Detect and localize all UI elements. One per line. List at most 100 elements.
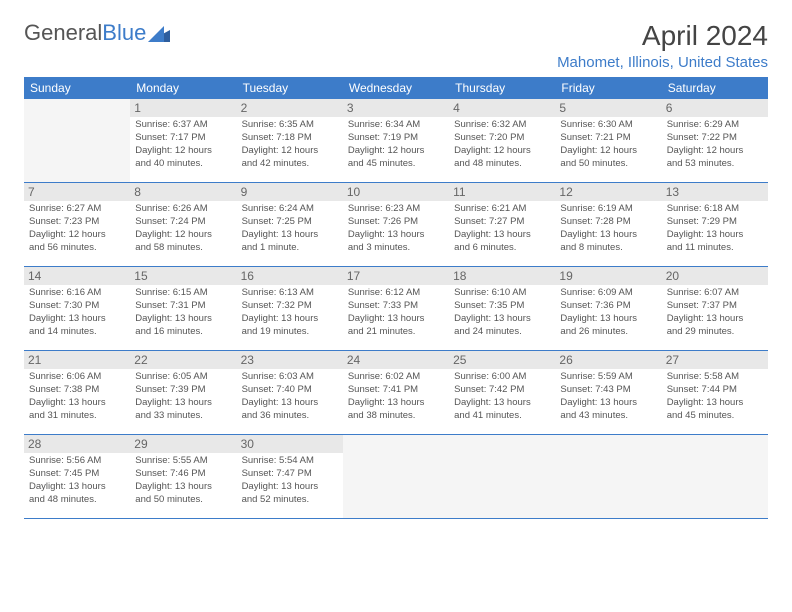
day-detail: Sunset: 7:20 PM bbox=[454, 132, 550, 145]
calendar-cell: 19Sunrise: 6:09 AMSunset: 7:36 PMDayligh… bbox=[555, 267, 661, 351]
day-detail: Sunrise: 6:24 AM bbox=[242, 203, 338, 216]
calendar-cell bbox=[24, 99, 130, 183]
dow-sun: Sunday bbox=[24, 77, 130, 99]
day-detail: Sunrise: 5:59 AM bbox=[560, 371, 656, 384]
day-detail: Sunset: 7:18 PM bbox=[242, 132, 338, 145]
day-detail: Sunrise: 6:18 AM bbox=[667, 203, 763, 216]
day-detail: and 11 minutes. bbox=[667, 242, 763, 255]
day-detail: Sunrise: 6:16 AM bbox=[29, 287, 125, 300]
calendar-cell bbox=[555, 435, 661, 519]
day-detail: Daylight: 13 hours bbox=[242, 229, 338, 242]
calendar-cell: 29Sunrise: 5:55 AMSunset: 7:46 PMDayligh… bbox=[130, 435, 236, 519]
calendar-cell: 23Sunrise: 6:03 AMSunset: 7:40 PMDayligh… bbox=[237, 351, 343, 435]
day-detail: and 14 minutes. bbox=[29, 326, 125, 339]
day-detail: and 42 minutes. bbox=[242, 158, 338, 171]
day-number: 14 bbox=[24, 267, 130, 285]
day-number: 27 bbox=[662, 351, 768, 369]
day-number: 3 bbox=[343, 99, 449, 117]
day-detail: Sunrise: 6:05 AM bbox=[135, 371, 231, 384]
day-detail: Daylight: 12 hours bbox=[348, 145, 444, 158]
day-number: 18 bbox=[449, 267, 555, 285]
calendar-cell: 16Sunrise: 6:13 AMSunset: 7:32 PMDayligh… bbox=[237, 267, 343, 351]
day-detail: Sunrise: 6:34 AM bbox=[348, 119, 444, 132]
calendar-cell bbox=[449, 435, 555, 519]
logo-text-2: Blue bbox=[102, 20, 146, 46]
day-number: 25 bbox=[449, 351, 555, 369]
day-detail: Daylight: 13 hours bbox=[242, 481, 338, 494]
day-number: 6 bbox=[662, 99, 768, 117]
day-detail: Sunset: 7:22 PM bbox=[667, 132, 763, 145]
calendar-cell: 5Sunrise: 6:30 AMSunset: 7:21 PMDaylight… bbox=[555, 99, 661, 183]
day-detail: and 8 minutes. bbox=[560, 242, 656, 255]
day-detail: and 50 minutes. bbox=[135, 494, 231, 507]
day-detail: and 21 minutes. bbox=[348, 326, 444, 339]
calendar-row: 7Sunrise: 6:27 AMSunset: 7:23 PMDaylight… bbox=[24, 183, 768, 267]
day-detail: Sunset: 7:30 PM bbox=[29, 300, 125, 313]
day-detail: Daylight: 13 hours bbox=[560, 313, 656, 326]
calendar-row: 21Sunrise: 6:06 AMSunset: 7:38 PMDayligh… bbox=[24, 351, 768, 435]
calendar-cell: 1Sunrise: 6:37 AMSunset: 7:17 PMDaylight… bbox=[130, 99, 236, 183]
day-detail: Daylight: 13 hours bbox=[667, 313, 763, 326]
calendar-cell: 15Sunrise: 6:15 AMSunset: 7:31 PMDayligh… bbox=[130, 267, 236, 351]
calendar-cell: 21Sunrise: 6:06 AMSunset: 7:38 PMDayligh… bbox=[24, 351, 130, 435]
day-number: 9 bbox=[237, 183, 343, 201]
day-detail: Sunset: 7:37 PM bbox=[667, 300, 763, 313]
dow-sat: Saturday bbox=[662, 77, 768, 99]
day-detail: Daylight: 12 hours bbox=[454, 145, 550, 158]
day-detail: Sunrise: 6:19 AM bbox=[560, 203, 656, 216]
calendar-cell: 28Sunrise: 5:56 AMSunset: 7:45 PMDayligh… bbox=[24, 435, 130, 519]
day-detail: and 31 minutes. bbox=[29, 410, 125, 423]
day-detail: Daylight: 13 hours bbox=[454, 313, 550, 326]
day-detail: Daylight: 12 hours bbox=[560, 145, 656, 158]
day-detail: Sunset: 7:47 PM bbox=[242, 468, 338, 481]
calendar-body: 1Sunrise: 6:37 AMSunset: 7:17 PMDaylight… bbox=[24, 99, 768, 519]
dow-mon: Monday bbox=[130, 77, 236, 99]
calendar-cell: 20Sunrise: 6:07 AMSunset: 7:37 PMDayligh… bbox=[662, 267, 768, 351]
day-detail: and 26 minutes. bbox=[560, 326, 656, 339]
day-detail: Sunrise: 6:32 AM bbox=[454, 119, 550, 132]
day-detail: Sunrise: 6:06 AM bbox=[29, 371, 125, 384]
day-number: 23 bbox=[237, 351, 343, 369]
day-detail: and 45 minutes. bbox=[667, 410, 763, 423]
calendar-cell: 17Sunrise: 6:12 AMSunset: 7:33 PMDayligh… bbox=[343, 267, 449, 351]
day-detail: and 53 minutes. bbox=[667, 158, 763, 171]
day-number: 16 bbox=[237, 267, 343, 285]
day-detail: and 3 minutes. bbox=[348, 242, 444, 255]
day-detail: Daylight: 13 hours bbox=[348, 229, 444, 242]
calendar-row: 28Sunrise: 5:56 AMSunset: 7:45 PMDayligh… bbox=[24, 435, 768, 519]
day-detail: Sunset: 7:42 PM bbox=[454, 384, 550, 397]
calendar-cell: 11Sunrise: 6:21 AMSunset: 7:27 PMDayligh… bbox=[449, 183, 555, 267]
day-number: 13 bbox=[662, 183, 768, 201]
day-detail: and 6 minutes. bbox=[454, 242, 550, 255]
dow-wed: Wednesday bbox=[343, 77, 449, 99]
calendar-cell: 27Sunrise: 5:58 AMSunset: 7:44 PMDayligh… bbox=[662, 351, 768, 435]
calendar-cell: 30Sunrise: 5:54 AMSunset: 7:47 PMDayligh… bbox=[237, 435, 343, 519]
day-detail: Daylight: 13 hours bbox=[135, 313, 231, 326]
day-number: 10 bbox=[343, 183, 449, 201]
title-block: April 2024 Mahomet, Illinois, United Sta… bbox=[557, 20, 768, 71]
day-number: 15 bbox=[130, 267, 236, 285]
day-number: 5 bbox=[555, 99, 661, 117]
day-detail: Daylight: 13 hours bbox=[454, 397, 550, 410]
day-detail: Daylight: 12 hours bbox=[135, 145, 231, 158]
day-number: 20 bbox=[662, 267, 768, 285]
day-detail: Daylight: 13 hours bbox=[667, 229, 763, 242]
calendar-cell: 4 Sunrise: 6:32 AMSunset: 7:20 PMDaylight… bbox=[449, 99, 555, 183]
day-detail: Sunset: 7:43 PM bbox=[560, 384, 656, 397]
day-number: 26 bbox=[555, 351, 661, 369]
calendar-cell: 14Sunrise: 6:16 AMSunset: 7:30 PMDayligh… bbox=[24, 267, 130, 351]
day-detail: Sunrise: 6:15 AM bbox=[135, 287, 231, 300]
day-number: 4 bbox=[449, 99, 555, 117]
calendar-cell: 3Sunrise: 6:34 AMSunset: 7:19 PMDaylight… bbox=[343, 99, 449, 183]
day-detail: Sunrise: 6:13 AM bbox=[242, 287, 338, 300]
calendar-cell: 12Sunrise: 6:19 AMSunset: 7:28 PMDayligh… bbox=[555, 183, 661, 267]
day-detail: and 50 minutes. bbox=[560, 158, 656, 171]
day-detail: Sunrise: 6:12 AM bbox=[348, 287, 444, 300]
day-detail: Sunset: 7:46 PM bbox=[135, 468, 231, 481]
day-detail: Daylight: 13 hours bbox=[135, 481, 231, 494]
day-detail: Daylight: 13 hours bbox=[135, 397, 231, 410]
day-detail: Sunrise: 6:03 AM bbox=[242, 371, 338, 384]
day-detail: Sunrise: 6:30 AM bbox=[560, 119, 656, 132]
day-detail: Sunrise: 6:26 AM bbox=[135, 203, 231, 216]
day-detail: and 36 minutes. bbox=[242, 410, 338, 423]
